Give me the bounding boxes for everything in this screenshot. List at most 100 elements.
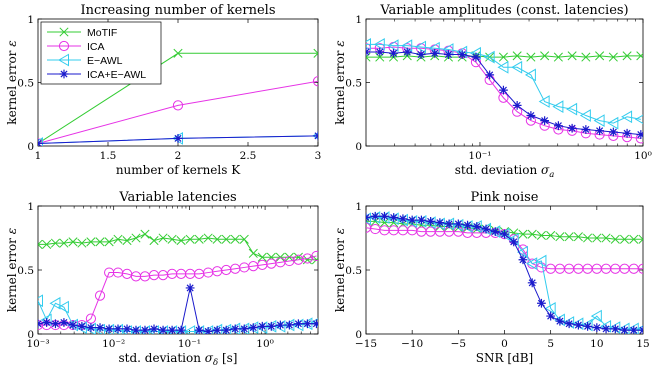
data-point-motif xyxy=(212,234,222,244)
data-point-ica-e-awl xyxy=(500,229,509,239)
data-point-ica-e-awl xyxy=(370,211,380,221)
data-point-motif xyxy=(526,52,536,62)
data-point-ica-e-awl xyxy=(203,327,213,334)
data-point-e-awl xyxy=(535,254,547,268)
data-point-motif xyxy=(167,234,177,244)
data-point-ica-e-awl xyxy=(481,224,491,234)
data-point-motif xyxy=(540,51,550,61)
data-point-motif xyxy=(38,239,43,249)
data-point-ica-e-awl xyxy=(499,85,508,95)
x-tick-label: 10 xyxy=(590,338,603,350)
x-tick-label: 10⁻¹ xyxy=(178,338,201,350)
data-point-motif xyxy=(86,237,96,247)
data-point-motif xyxy=(573,232,583,242)
data-point-motif xyxy=(284,252,294,262)
data-point-ica-e-awl xyxy=(595,126,605,136)
x-tick-label: 5 xyxy=(547,338,554,350)
data-point-ica-e-awl xyxy=(573,320,583,330)
data-point-ica-e-awl xyxy=(471,52,481,62)
series-line-ica xyxy=(38,80,318,144)
data-point-motif xyxy=(113,234,123,244)
x-tick-label: 1.5 xyxy=(100,150,117,162)
data-point-e-awl xyxy=(49,296,61,310)
data-point-ica-e-awl xyxy=(173,133,183,143)
data-point-ica-e-awl xyxy=(380,211,389,221)
x-tick-label: −5 xyxy=(451,338,466,350)
data-point-motif xyxy=(567,51,577,61)
data-point-ica-e-awl xyxy=(266,321,276,331)
data-point-motif xyxy=(42,239,52,249)
data-point-motif xyxy=(275,252,285,262)
data-point-e-awl xyxy=(579,109,591,122)
data-point-motif xyxy=(95,237,105,247)
x-axis-label: std. deviation σa xyxy=(455,163,555,180)
x-tick-label: 10⁻³ xyxy=(26,338,49,350)
data-point-ica-e-awl xyxy=(527,278,537,288)
y-axis-label: kernel error ε xyxy=(5,40,19,124)
data-point-ica-e-awl xyxy=(526,111,536,120)
x-tick-label: 1 xyxy=(35,150,42,162)
data-point-motif xyxy=(230,234,240,244)
data-point-ica-e-awl xyxy=(294,319,303,329)
subplot-4: −15 −10 −5 0 5 10 15 0 0.5 1 Pink noise SNR [dB] ker… xyxy=(333,190,650,365)
data-point-ica-e-awl xyxy=(313,131,318,141)
data-point-ica-e-awl xyxy=(42,318,52,327)
subplot-2: 10⁻¹ 10⁰ 0 0.5 1 Variable amplitudes (const. … xyxy=(333,3,652,180)
data-point-ica-e-awl xyxy=(212,325,222,334)
data-point-motif xyxy=(610,234,620,244)
data-point-motif xyxy=(583,233,593,243)
x-tick-label: 10⁻² xyxy=(102,338,125,350)
data-point-ica-e-awl xyxy=(601,324,611,334)
data-point-ica-e-awl xyxy=(430,48,440,58)
data-point-ica-e-awl xyxy=(540,116,550,125)
data-point-ica-e-awl xyxy=(248,323,258,332)
data-point-motif xyxy=(553,52,563,62)
data-point-ica-e-awl xyxy=(230,324,240,334)
y-tick-label: 1 xyxy=(355,14,362,26)
data-point-ica-e-awl xyxy=(444,219,454,229)
y-tick-label: 1 xyxy=(27,201,34,213)
chart-title: Pink noise xyxy=(470,190,538,205)
data-point-ica-e-awl xyxy=(553,121,563,131)
legend-marker-e-awl xyxy=(58,53,69,67)
x-tick-label: 3 xyxy=(315,150,322,162)
data-point-ica-e-awl xyxy=(509,237,519,247)
data-point-e-awl xyxy=(566,102,578,116)
data-point-e-awl xyxy=(621,110,633,124)
data-point-ica-e-awl xyxy=(275,320,285,330)
data-point-motif xyxy=(176,236,186,246)
data-point-ica-e-awl xyxy=(86,323,96,332)
data-point-ica-e-awl xyxy=(564,319,574,329)
x-tick-label: 10⁰ xyxy=(634,150,652,162)
data-point-ica-e-awl xyxy=(490,227,500,236)
y-tick-label: 0.5 xyxy=(17,78,34,90)
data-point-ica xyxy=(302,253,313,264)
data-point-motif xyxy=(194,234,204,244)
data-point-ica-e-awl xyxy=(537,298,546,308)
x-tick-label: 15 xyxy=(636,338,649,350)
data-point-e-awl xyxy=(526,257,538,270)
data-point-ica-e-awl xyxy=(239,324,249,334)
data-point-ica-e-awl xyxy=(457,50,467,59)
data-point-motif xyxy=(131,233,141,243)
data-point-ica-e-awl xyxy=(185,283,195,293)
data-point-motif xyxy=(379,218,390,228)
data-point-motif xyxy=(592,233,602,243)
data-point-ica-e-awl xyxy=(407,215,417,225)
data-point-ica-e-awl xyxy=(485,70,495,80)
data-point-ica-e-awl xyxy=(176,325,186,334)
subplot-1: 1 1.5 2 2.5 3 0 0.5 1 Increasing number of kerne… xyxy=(5,3,322,177)
data-point-ica-e-awl xyxy=(629,325,639,334)
data-point-e-awl xyxy=(483,50,495,64)
data-point-motif xyxy=(104,237,114,247)
y-tick-label: 0.5 xyxy=(345,265,362,277)
chart-title: Increasing number of kernels xyxy=(81,3,276,18)
data-point-ica-e-awl xyxy=(402,47,412,57)
data-point-e-awl xyxy=(415,40,427,54)
data-point-ica-e-awl xyxy=(257,321,267,331)
data-point-ica xyxy=(94,290,106,301)
data-point-ica xyxy=(311,250,318,262)
legend: MoTIF ICA E−AWL ICA+E−AWL xyxy=(40,21,162,85)
data-point-ica-e-awl xyxy=(312,319,318,329)
data-point-e-awl xyxy=(57,300,69,314)
